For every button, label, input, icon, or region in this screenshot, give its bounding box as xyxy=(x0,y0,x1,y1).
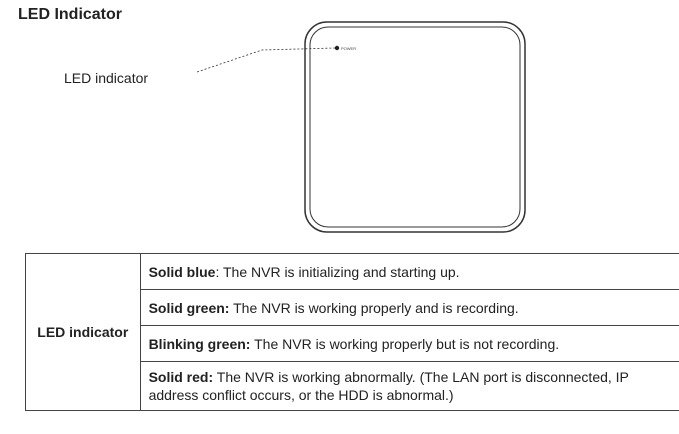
device-inner xyxy=(309,26,521,228)
desc: The NVR is working properly but is not r… xyxy=(250,335,560,352)
cell: Solid green: The NVR is working properly… xyxy=(139,289,679,326)
power-label: POWER xyxy=(341,46,356,51)
desc: The NVR is working abnormally. (The LAN … xyxy=(148,369,629,403)
term: Solid blue xyxy=(148,263,216,280)
term: Blinking green: xyxy=(148,335,251,352)
title: LED Indicator xyxy=(18,6,123,23)
cell: Solid blue: The NVR is initializing and … xyxy=(139,253,679,290)
callout-label: LED indicator xyxy=(64,70,149,86)
device-figure: POWER xyxy=(196,21,526,233)
callout-line xyxy=(196,47,336,73)
term: Solid green: xyxy=(148,299,230,316)
term: Solid red: xyxy=(148,369,214,385)
cell: Solid red: The NVR is working abnormally… xyxy=(139,361,679,411)
led-dot xyxy=(334,45,340,51)
row-header: LED indicator xyxy=(25,253,141,411)
desc: : The NVR is initializing and starting u… xyxy=(215,263,460,280)
led-table: LED indicator Solid blue: The NVR is ini… xyxy=(25,253,679,411)
cell: Blinking green: The NVR is working prope… xyxy=(139,325,679,362)
desc: The NVR is working properly and is recor… xyxy=(229,299,519,316)
device-outer xyxy=(304,21,526,233)
